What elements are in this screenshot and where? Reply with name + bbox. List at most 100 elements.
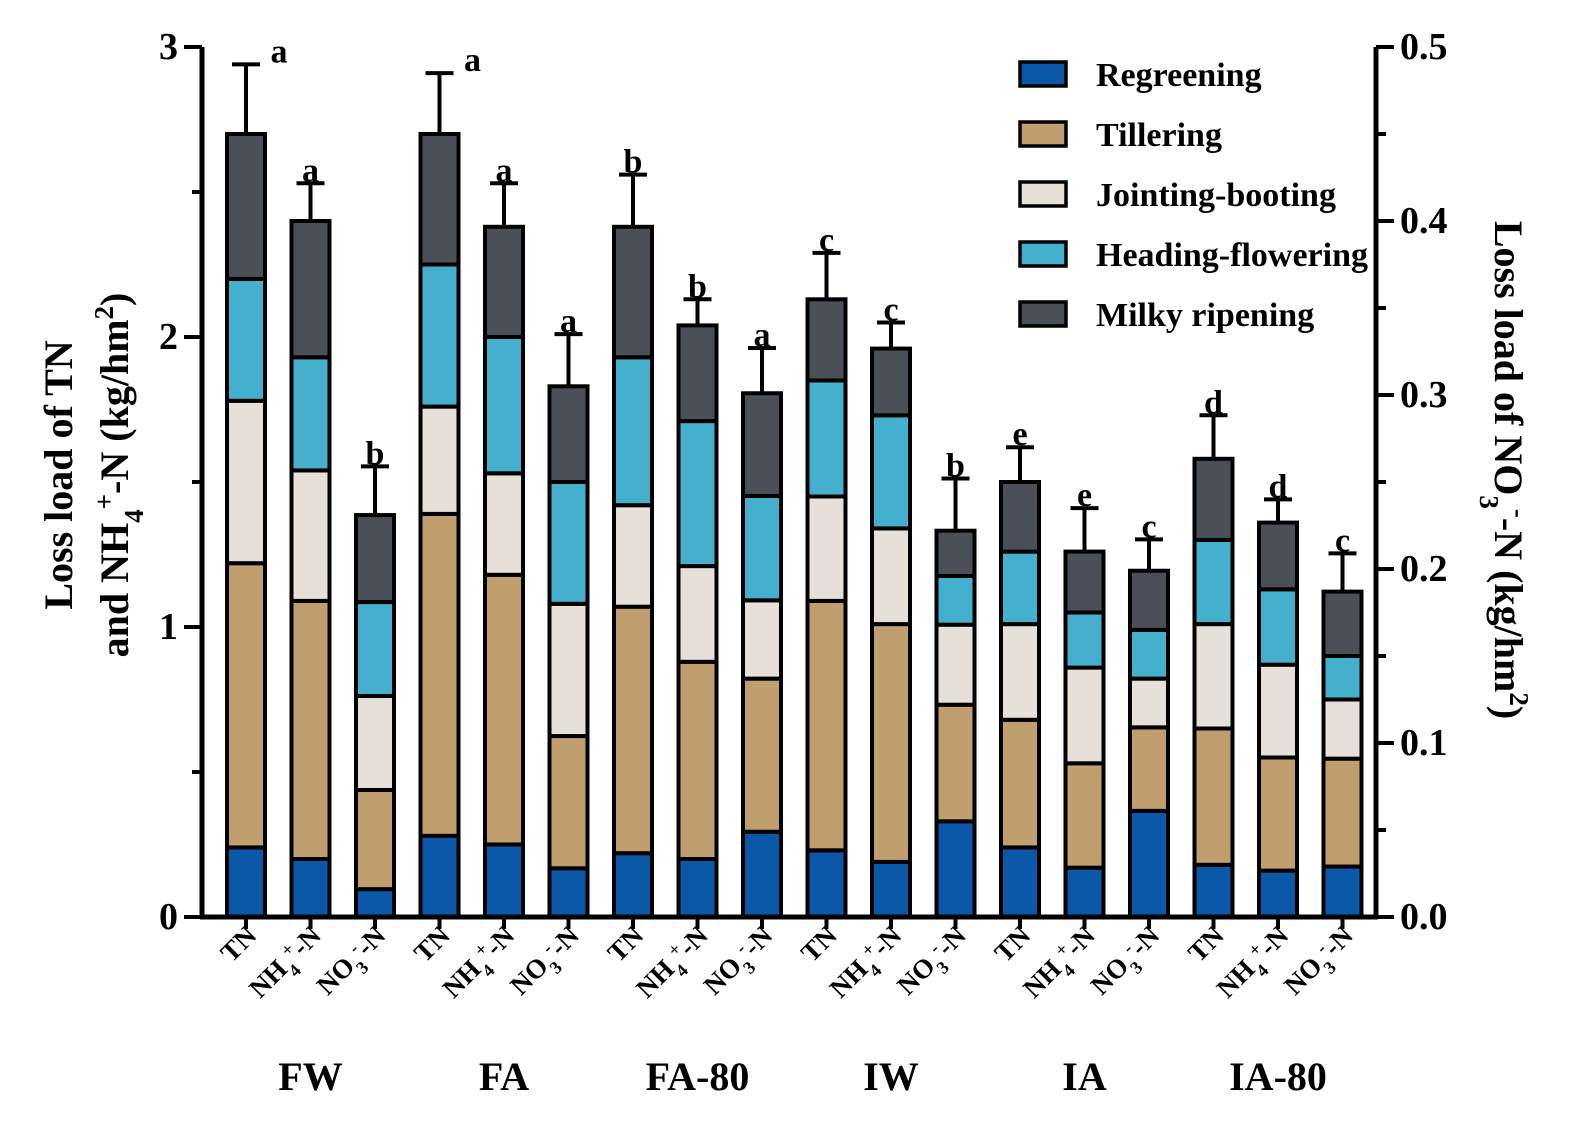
bar-segment-iw-no3-3 <box>934 573 977 627</box>
left-tick-label: 3 <box>159 26 178 68</box>
bar-segment-fa-nh4-0 <box>483 842 525 919</box>
group-labels-layer: FW FA FA-80 IW IA IA-80 <box>278 1054 1327 1099</box>
x-category-label-fa-no3: NO3--N <box>503 918 591 1006</box>
bar-segment-fa-nh4-3 <box>483 335 525 476</box>
bar-segment-fw-no3-4 <box>354 513 396 605</box>
significance-letter: c <box>883 292 898 329</box>
right-tick-label: 0.4 <box>1400 200 1448 242</box>
group-label-fa-80: FA-80 <box>646 1054 750 1099</box>
bar-segment-ia-nh4-3 <box>1063 610 1106 670</box>
bar-segment-fa-tn-3 <box>418 262 461 409</box>
group-label-ia-80: IA-80 <box>1229 1054 1327 1099</box>
bar-segment-fa-no3-4 <box>547 384 590 484</box>
bar-segment-ia-80-no3-1 <box>1321 756 1364 869</box>
bar-segment-fa-80-no3-4 <box>741 391 783 498</box>
right-tick-label: 0.0 <box>1400 896 1448 938</box>
significance-letter: d <box>1204 384 1223 421</box>
bar-segment-ia-80-no3-2 <box>1321 697 1364 761</box>
legend-label-4: Milky ripening <box>1096 297 1314 334</box>
legend-label-1: Tillering <box>1096 117 1222 154</box>
bar-segment-ia-no3-0 <box>1128 808 1170 919</box>
bar-segment-ia-tn-3 <box>999 549 1041 627</box>
bar-segment-ia-80-tn-1 <box>1192 726 1235 867</box>
bar-segment-fw-tn-1 <box>225 561 267 850</box>
bar-segment-iw-no3-1 <box>934 702 977 824</box>
legend-label-3: Heading-flowering <box>1096 237 1368 274</box>
bar-segment-fa-tn-2 <box>418 404 461 516</box>
x-category-label-fa-nh4: NH4+-N <box>435 918 526 1009</box>
bar-segment-iw-no3-4 <box>934 528 977 578</box>
bar-segment-fa-nh4-1 <box>483 572 525 847</box>
bar-segment-fa-80-nh4-0 <box>676 857 719 919</box>
bar-segment-fa-80-nh4-1 <box>676 659 719 861</box>
axis-titles-layer: Loss load of TN and NH4+-N (kg/hm2) Loss l… <box>36 221 1534 719</box>
bar-segment-ia-80-no3-0 <box>1321 864 1364 919</box>
group-label-iw: IW <box>863 1054 919 1099</box>
bar-segment-fa-tn-0 <box>418 833 461 919</box>
bar-segment-ia-nh4-1 <box>1063 761 1106 870</box>
legend: Regreening Tillering Jointing-booting Headi… <box>1018 57 1368 334</box>
right-tick-label: 0.1 <box>1400 722 1448 764</box>
bar-segment-fa-no3-2 <box>547 601 590 739</box>
tick-labels-layer: 0 1 2 3 0.0 0.1 0.2 0.3 0.4 0.5 <box>159 26 1448 938</box>
bar-segment-fa-80-tn-2 <box>612 503 654 609</box>
significance-letter: c <box>819 222 834 259</box>
bar-segment-iw-nh4-3 <box>870 413 912 531</box>
bar-segment-fw-nh4-0 <box>289 857 332 919</box>
bar-segment-fa-80-tn-4 <box>612 224 654 360</box>
bar-segment-ia-tn-4 <box>999 480 1041 554</box>
bar-segment-fa-80-nh4-3 <box>676 419 719 569</box>
bar-segment-ia-80-tn-4 <box>1192 456 1235 542</box>
bar-segment-iw-tn-3 <box>805 378 848 499</box>
bar-segment-iw-no3-0 <box>934 819 977 919</box>
x-category-label-fa-tn: TN <box>408 920 456 968</box>
bar-segment-iw-tn-2 <box>805 494 848 603</box>
bar-segment-fw-nh4-3 <box>289 355 332 473</box>
bar-segment-ia-no3-2 <box>1128 676 1170 730</box>
bar-segment-ia-80-nh4-4 <box>1257 520 1299 592</box>
axes-layer <box>184 45 1394 929</box>
bar-segment-fa-80-no3-2 <box>741 598 783 681</box>
bar-segment-ia-80-nh4-1 <box>1257 755 1299 873</box>
bar-segment-ia-80-no3-4 <box>1321 589 1364 658</box>
x-category-label-ia-80-no3: NO3--N <box>1277 918 1365 1006</box>
significance-letter: b <box>624 144 643 181</box>
bar-segment-fa-80-no3-3 <box>741 493 783 603</box>
bar-segment-ia-80-nh4-0 <box>1257 868 1299 919</box>
bar-segment-fa-no3-0 <box>547 866 590 920</box>
significance-letter: a <box>271 33 288 70</box>
bar-segment-fw-no3-2 <box>354 694 396 792</box>
bar-segment-fa-80-tn-0 <box>612 851 654 920</box>
bar-segment-ia-no3-4 <box>1128 568 1170 632</box>
x-category-label-fa-80-nh4: NH4+-N <box>629 918 720 1009</box>
bar-segment-fa-nh4-2 <box>483 471 525 577</box>
bar-segment-ia-80-tn-2 <box>1192 622 1235 731</box>
bar-segment-iw-tn-0 <box>805 848 848 919</box>
bar-segment-ia-80-tn-3 <box>1192 538 1235 627</box>
legend-swatch-4 <box>1018 300 1068 328</box>
bar-segment-fa-no3-1 <box>547 734 590 871</box>
bar-segment-fw-no3-0 <box>354 887 396 919</box>
significance-letter: a <box>754 317 771 354</box>
significance-letters-layer: a a b a a a b b a c c b e e c d d c <box>271 33 1351 559</box>
bar-segment-fa-80-tn-3 <box>612 355 654 508</box>
bar-segment-fa-no3-3 <box>547 480 590 606</box>
bar-segment-iw-nh4-0 <box>870 859 912 920</box>
bar-segment-fw-no3-1 <box>354 787 396 892</box>
group-label-fa: FA <box>479 1054 529 1099</box>
bar-segment-fw-nh4-2 <box>289 468 332 603</box>
bar-segment-ia-nh4-4 <box>1063 549 1106 615</box>
bar-segment-ia-80-nh4-3 <box>1257 587 1299 667</box>
x-category-label-ia-tn: TN <box>989 920 1037 968</box>
significance-letter: a <box>560 303 577 340</box>
left-tick-label: 0 <box>159 896 178 938</box>
bar-segment-ia-80-nh4-2 <box>1257 662 1299 760</box>
bar-segment-fa-tn-4 <box>418 132 461 267</box>
bar-segment-fw-tn-0 <box>225 845 267 920</box>
bar-segment-ia-tn-1 <box>999 717 1041 850</box>
legend-swatch-1 <box>1018 120 1068 148</box>
x-category-label-ia-80-nh4: NH4+-N <box>1209 918 1300 1009</box>
